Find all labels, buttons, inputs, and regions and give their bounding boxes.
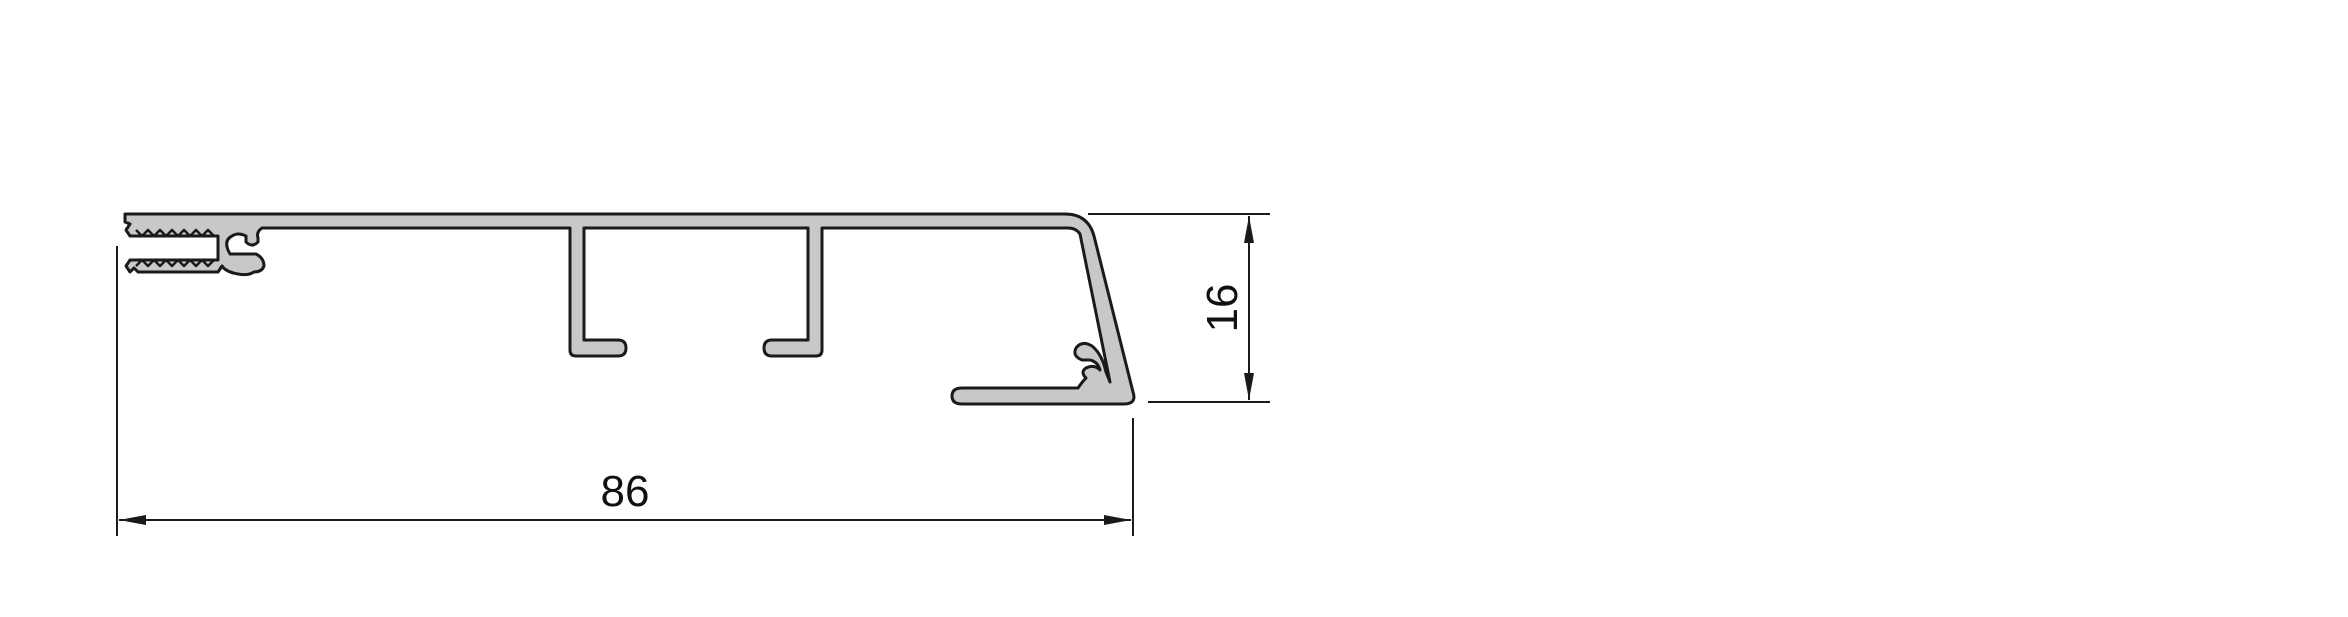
arrow-up [1244, 216, 1254, 243]
arrow-down [1244, 373, 1254, 400]
arrow-right [1104, 515, 1131, 525]
arrow-left [119, 515, 146, 525]
profile-section [123, 212, 1136, 406]
width-dimension-label: 86 [601, 467, 650, 516]
height-dimension-label: 16 [1198, 284, 1247, 333]
clip-serrations-bottom [135, 258, 215, 268]
clip-serrations-top [135, 228, 215, 238]
dimension-arrows [119, 216, 1254, 525]
dimension-lines [116, 213, 1270, 536]
profile-outline [123, 212, 1136, 406]
